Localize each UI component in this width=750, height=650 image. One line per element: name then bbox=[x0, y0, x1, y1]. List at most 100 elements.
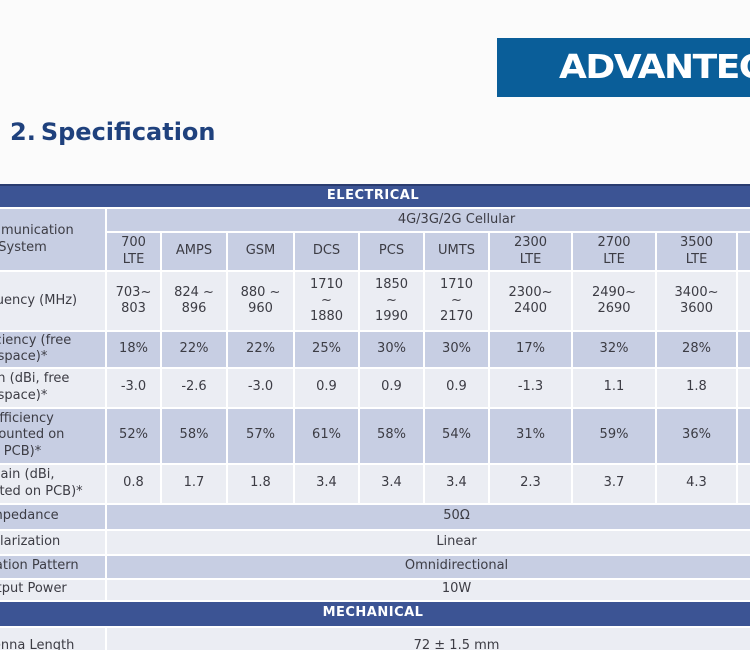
value-cell: 1.8 bbox=[228, 464, 295, 505]
value-cell: 0.9 bbox=[425, 368, 490, 409]
column-header-2700-lte: 2700 LTE bbox=[573, 233, 657, 272]
value-cell-partial bbox=[738, 368, 750, 409]
page-title-text: Specification bbox=[40, 118, 216, 146]
value-cell: 2490~ 2690 bbox=[573, 272, 657, 332]
value-cell: 0.8 bbox=[107, 464, 162, 505]
column-header-amps: AMPS bbox=[162, 233, 228, 272]
value-cell: 2.3 bbox=[490, 464, 573, 505]
value-cell-partial bbox=[738, 408, 750, 465]
value-cell-partial bbox=[738, 464, 750, 505]
column-header-3500-lte: 3500 LTE bbox=[657, 233, 738, 272]
value-cell: 3.4 bbox=[425, 464, 490, 505]
value-cell: 2300~ 2400 bbox=[490, 272, 573, 332]
polarization-value: Linear bbox=[107, 530, 750, 556]
output-power-row: Output Power 10W bbox=[0, 579, 750, 602]
page-title-number: 2. bbox=[10, 118, 36, 146]
antenna-length-value: 72 ± 1.5 mm bbox=[107, 627, 750, 650]
page-title: 2. Specification bbox=[10, 118, 216, 146]
specification-table-wrap: ELECTRICAL Communication System 4G/3G/2G… bbox=[0, 184, 750, 650]
value-cell: -2.6 bbox=[162, 368, 228, 409]
value-cell: -1.3 bbox=[490, 368, 573, 409]
column-header-gsm: GSM bbox=[228, 233, 295, 272]
value-cell: -3.0 bbox=[228, 368, 295, 409]
value-cell: 3.4 bbox=[295, 464, 360, 505]
efficiency-pcb-row: Efficiency (mounted on PCB)* 52% 58% 57%… bbox=[0, 408, 750, 465]
gain-pcb-row: Gain (dBi, mounted on PCB)* 0.8 1.7 1.8 … bbox=[0, 464, 750, 505]
row-label-communication-system: Communication System bbox=[0, 209, 107, 272]
value-cell: 28% bbox=[657, 332, 738, 369]
impedance-value: 50Ω bbox=[107, 504, 750, 531]
column-header-dcs: DCS bbox=[295, 233, 360, 272]
value-cell: 1.7 bbox=[162, 464, 228, 505]
section-header-mechanical-row: MECHANICAL bbox=[0, 601, 750, 628]
value-cell: 3.4 bbox=[360, 464, 425, 505]
value-cell: 1710 ~ 2170 bbox=[425, 272, 490, 332]
value-cell: 18% bbox=[107, 332, 162, 369]
value-cell: 32% bbox=[573, 332, 657, 369]
specification-table: ELECTRICAL Communication System 4G/3G/2G… bbox=[0, 184, 750, 650]
value-cell: 1850 ~ 1990 bbox=[360, 272, 425, 332]
value-cell: 3.7 bbox=[573, 464, 657, 505]
row-label-polarization: Polarization bbox=[0, 530, 107, 556]
value-cell: 880 ~ 960 bbox=[228, 272, 295, 332]
section-header-electrical: ELECTRICAL bbox=[0, 184, 750, 209]
column-header-2300-lte: 2300 LTE bbox=[490, 233, 573, 272]
gain-free-space-row: Gain (dBi, free space)* -3.0 -2.6 -3.0 0… bbox=[0, 368, 750, 409]
column-header-umts: UMTS bbox=[425, 233, 490, 272]
impedance-row: Impedance 50Ω bbox=[0, 504, 750, 531]
value-cell: 61% bbox=[295, 408, 360, 465]
value-cell: 703~ 803 bbox=[107, 272, 162, 332]
value-cell: 25% bbox=[295, 332, 360, 369]
value-cell: 57% bbox=[228, 408, 295, 465]
row-label-radiation-pattern: Radiation Pattern bbox=[0, 555, 107, 580]
value-cell: 31% bbox=[490, 408, 573, 465]
value-cell: 58% bbox=[360, 408, 425, 465]
advantech-logo-text: ADVANTECH bbox=[559, 48, 750, 87]
value-cell: 0.9 bbox=[360, 368, 425, 409]
column-header-partial bbox=[738, 233, 750, 272]
polarization-row: Polarization Linear bbox=[0, 530, 750, 556]
value-cell: 17% bbox=[490, 332, 573, 369]
row-label-efficiency-free-space: Efficiency (free space)* bbox=[0, 332, 107, 369]
value-cell: 1710 ~ 1880 bbox=[295, 272, 360, 332]
row-label-efficiency-pcb: Efficiency (mounted on PCB)* bbox=[0, 408, 107, 465]
radiation-pattern-value: Omnidirectional bbox=[107, 555, 750, 580]
column-header-700-lte: 700 LTE bbox=[107, 233, 162, 272]
value-cell: 52% bbox=[107, 408, 162, 465]
value-cell: 59% bbox=[573, 408, 657, 465]
value-cell: 1.1 bbox=[573, 368, 657, 409]
column-header-row: 700 LTE AMPS GSM DCS PCS UMTS 2300 LTE 2… bbox=[0, 233, 750, 272]
section-header-electrical-row: ELECTRICAL bbox=[0, 184, 750, 209]
row-label-gain-free-space: Gain (dBi, free space)* bbox=[0, 368, 107, 409]
value-cell: 30% bbox=[425, 332, 490, 369]
value-cell: 4.3 bbox=[657, 464, 738, 505]
group-header-row: Communication System 4G/3G/2G Cellular bbox=[0, 209, 750, 272]
section-header-mechanical: MECHANICAL bbox=[0, 601, 750, 628]
value-cell: 22% bbox=[162, 332, 228, 369]
row-label-frequency: Frequency (MHz) bbox=[0, 272, 107, 332]
column-header-pcs: PCS bbox=[360, 233, 425, 272]
value-cell: 30% bbox=[360, 332, 425, 369]
output-power-value: 10W bbox=[107, 579, 750, 602]
value-cell-partial: 3 bbox=[738, 272, 750, 332]
value-cell: -3.0 bbox=[107, 368, 162, 409]
row-label-output-power: Output Power bbox=[0, 579, 107, 602]
value-cell: 54% bbox=[425, 408, 490, 465]
antenna-length-row: Antenna Length 72 ± 1.5 mm bbox=[0, 627, 750, 650]
value-cell: 1.8 bbox=[657, 368, 738, 409]
value-cell: 3400~ 3600 bbox=[657, 272, 738, 332]
value-cell: 36% bbox=[657, 408, 738, 465]
value-cell: 0.9 bbox=[295, 368, 360, 409]
efficiency-free-space-row: Efficiency (free space)* 18% 22% 22% 25%… bbox=[0, 332, 750, 369]
value-cell: 58% bbox=[162, 408, 228, 465]
advantech-logo: ADVANTECH bbox=[497, 38, 750, 97]
row-label-antenna-length: Antenna Length bbox=[0, 627, 107, 650]
group-header-cellular: 4G/3G/2G Cellular bbox=[107, 209, 750, 233]
frequency-row: Frequency (MHz) 703~ 803 824 ~ 896 880 ~… bbox=[0, 272, 750, 332]
row-label-gain-pcb: Gain (dBi, mounted on PCB)* bbox=[0, 464, 107, 505]
radiation-pattern-row: Radiation Pattern Omnidirectional bbox=[0, 555, 750, 580]
value-cell: 22% bbox=[228, 332, 295, 369]
value-cell-partial bbox=[738, 332, 750, 369]
row-label-impedance: Impedance bbox=[0, 504, 107, 531]
